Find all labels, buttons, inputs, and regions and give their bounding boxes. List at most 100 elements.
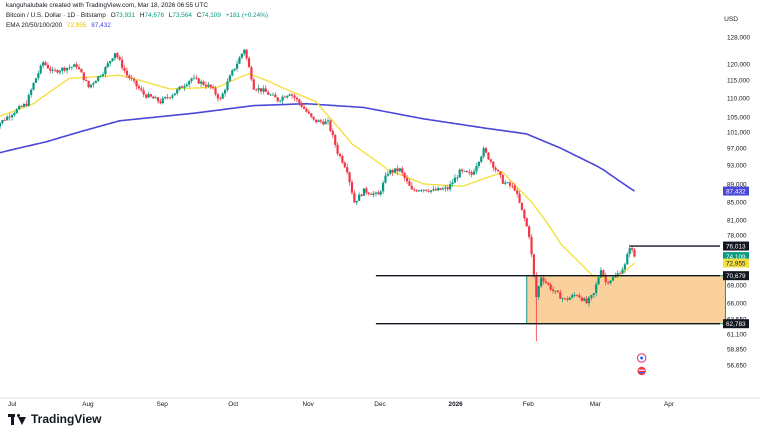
candle[interactable]: [73, 63, 76, 67]
candle[interactable]: [30, 88, 33, 98]
candle[interactable]: [599, 267, 603, 279]
candle[interactable]: [563, 297, 567, 300]
candle[interactable]: [458, 168, 461, 178]
candle[interactable]: [51, 66, 54, 74]
candle[interactable]: [15, 108, 18, 114]
candle[interactable]: [235, 60, 239, 72]
candle[interactable]: [144, 93, 148, 100]
candle[interactable]: [379, 190, 382, 197]
candle[interactable]: [204, 81, 208, 89]
candle[interactable]: [633, 248, 636, 258]
candle[interactable]: [585, 295, 588, 305]
candle[interactable]: [70, 66, 73, 71]
candle[interactable]: [61, 66, 64, 75]
candle[interactable]: [161, 96, 164, 105]
candle[interactable]: [25, 100, 28, 107]
candle[interactable]: [214, 86, 217, 97]
candle[interactable]: [487, 152, 490, 161]
candle[interactable]: [171, 93, 174, 100]
candle[interactable]: [381, 180, 385, 195]
candle[interactable]: [154, 95, 157, 99]
candle[interactable]: [341, 154, 344, 165]
candle[interactable]: [463, 170, 466, 172]
candle[interactable]: [506, 181, 509, 184]
candle[interactable]: [101, 71, 105, 78]
candle[interactable]: [142, 87, 145, 98]
candle[interactable]: [116, 51, 119, 60]
candle[interactable]: [252, 77, 255, 90]
candle[interactable]: [130, 75, 133, 81]
candle[interactable]: [111, 58, 114, 62]
candle[interactable]: [566, 296, 569, 302]
candle[interactable]: [501, 173, 504, 185]
candle[interactable]: [451, 179, 454, 187]
candle[interactable]: [128, 73, 131, 81]
candle[interactable]: [197, 77, 200, 85]
candle[interactable]: [434, 186, 437, 191]
candle[interactable]: [338, 152, 342, 159]
candle[interactable]: [259, 88, 263, 95]
candle[interactable]: [34, 77, 38, 84]
candle[interactable]: [147, 91, 150, 99]
candle[interactable]: [461, 168, 464, 174]
candle[interactable]: [326, 117, 330, 125]
candle[interactable]: [44, 60, 47, 66]
candle[interactable]: [389, 168, 392, 176]
candle[interactable]: [188, 80, 191, 88]
candle[interactable]: [298, 98, 301, 107]
candle[interactable]: [595, 281, 598, 297]
candle[interactable]: [18, 104, 21, 111]
candle[interactable]: [97, 75, 100, 83]
candle[interactable]: [209, 84, 212, 90]
candle[interactable]: [477, 161, 480, 169]
candle[interactable]: [125, 67, 129, 79]
candle[interactable]: [176, 87, 179, 96]
candle[interactable]: [94, 80, 97, 84]
candle[interactable]: [267, 89, 270, 95]
candle[interactable]: [554, 290, 557, 295]
candle[interactable]: [551, 286, 555, 294]
candle[interactable]: [233, 68, 236, 72]
candle[interactable]: [262, 85, 265, 95]
candle[interactable]: [49, 65, 52, 74]
candle[interactable]: [403, 171, 406, 182]
candle[interactable]: [348, 171, 351, 186]
candle[interactable]: [374, 191, 378, 197]
candle[interactable]: [39, 64, 42, 75]
candle[interactable]: [578, 293, 581, 298]
candle[interactable]: [331, 128, 334, 139]
candle[interactable]: [377, 189, 380, 195]
candle[interactable]: [87, 80, 90, 89]
candle[interactable]: [291, 93, 294, 99]
candle[interactable]: [6, 114, 9, 121]
candle[interactable]: [216, 92, 219, 102]
candle[interactable]: [276, 97, 279, 103]
candle[interactable]: [384, 172, 387, 184]
candle[interactable]: [542, 274, 545, 285]
candle[interactable]: [568, 296, 571, 300]
candle[interactable]: [164, 96, 167, 100]
candle[interactable]: [609, 280, 612, 285]
candle[interactable]: [549, 282, 552, 292]
candle[interactable]: [429, 189, 433, 194]
candle[interactable]: [630, 246, 634, 253]
candle[interactable]: [386, 171, 389, 177]
candle[interactable]: [314, 119, 318, 124]
candle[interactable]: [528, 225, 531, 240]
candle[interactable]: [334, 133, 337, 148]
candle[interactable]: [264, 85, 267, 93]
candle[interactable]: [202, 80, 205, 87]
candle[interactable]: [300, 100, 303, 109]
candle[interactable]: [607, 280, 610, 286]
candle[interactable]: [75, 61, 78, 70]
candle[interactable]: [255, 88, 258, 92]
candle[interactable]: [437, 186, 440, 192]
candle[interactable]: [58, 69, 61, 75]
candle[interactable]: [283, 95, 287, 98]
candle[interactable]: [623, 262, 627, 273]
candle[interactable]: [20, 104, 23, 108]
candle[interactable]: [106, 60, 109, 68]
candle[interactable]: [499, 171, 502, 179]
candle[interactable]: [99, 74, 102, 78]
